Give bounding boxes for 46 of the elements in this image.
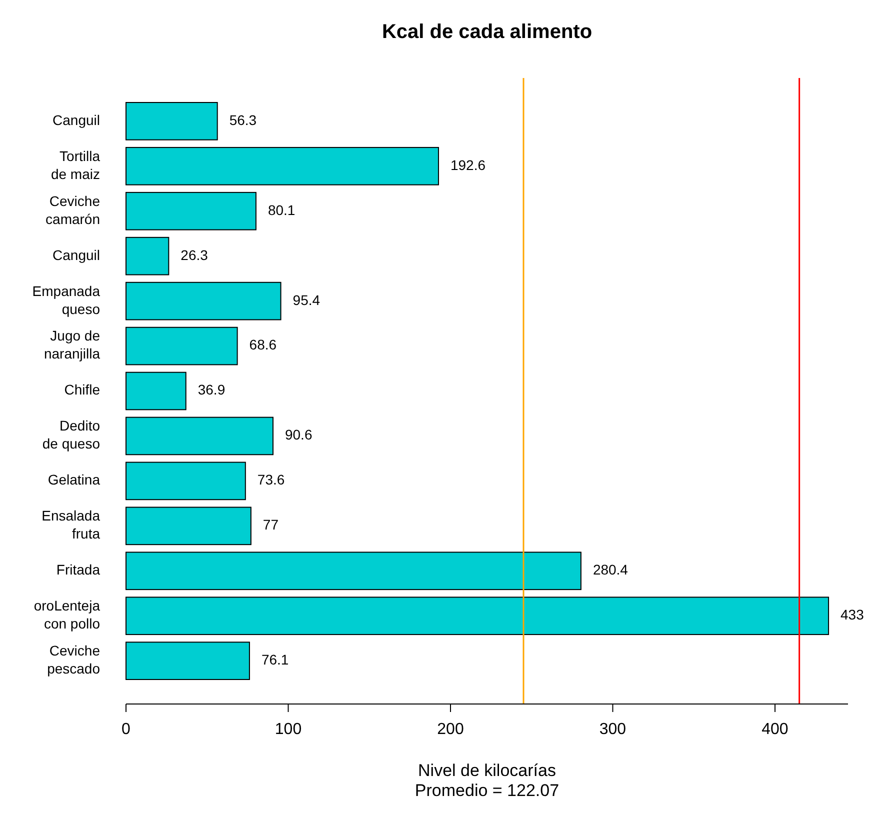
data-label: 26.3	[180, 246, 208, 263]
y-tick-label: Ensalada fruta	[42, 508, 100, 542]
bar	[126, 506, 252, 546]
chart-title: Kcal de cada alimento	[382, 21, 592, 43]
bar	[126, 416, 274, 456]
data-label: 36.9	[198, 382, 226, 398]
bar	[126, 282, 282, 320]
data-label: 56.3	[229, 112, 257, 128]
y-tick-label: Canguil	[52, 112, 100, 128]
bar	[126, 192, 256, 230]
data-label: 76.1	[261, 652, 289, 668]
bar	[126, 146, 439, 186]
data-label: 80.1	[268, 202, 296, 218]
y-tick-label: Fritada	[56, 562, 100, 578]
data-label: 433	[840, 606, 864, 623]
data-label: 73.6	[257, 472, 285, 488]
data-label: 77	[262, 516, 279, 533]
y-tick-label: Gelatina	[48, 472, 100, 488]
data-label: 68.6	[249, 336, 277, 353]
x-tick-label: 200	[437, 721, 464, 738]
x-tick-label: 0	[122, 721, 131, 738]
x-tick-label: 100	[274, 721, 302, 738]
bar	[126, 102, 218, 140]
y-tick-label: Canguil	[52, 246, 100, 263]
y-tick-label: oroLenteja con pollo	[34, 598, 100, 632]
bar	[126, 236, 170, 276]
bar	[126, 372, 186, 410]
bar	[126, 552, 582, 590]
y-tick-label: Ceviche pescado	[47, 642, 100, 677]
y-tick-label: Chifle	[64, 382, 100, 398]
x-tick-label: 400	[762, 721, 788, 738]
bar	[126, 642, 250, 680]
data-label: 280.4	[592, 562, 628, 578]
data-label: 90.6	[284, 426, 312, 443]
data-label: 192.6	[450, 156, 486, 173]
bar	[126, 596, 830, 636]
x-tick-label: 300	[599, 721, 626, 738]
y-tick-label: Jugo de naranjilla	[44, 328, 100, 362]
x-axis-title: Nivel de kilocarías Promedio = 122.07	[414, 761, 560, 800]
bar	[126, 326, 238, 366]
y-tick-label: Dedito de queso	[42, 418, 100, 452]
y-tick-label: Ceviche camarón	[46, 192, 100, 227]
y-tick-label: Tortilla de maiz	[50, 148, 100, 182]
y-tick-label: Empanada queso	[32, 282, 100, 317]
bar	[126, 462, 246, 500]
data-label: 95.4	[292, 292, 320, 308]
